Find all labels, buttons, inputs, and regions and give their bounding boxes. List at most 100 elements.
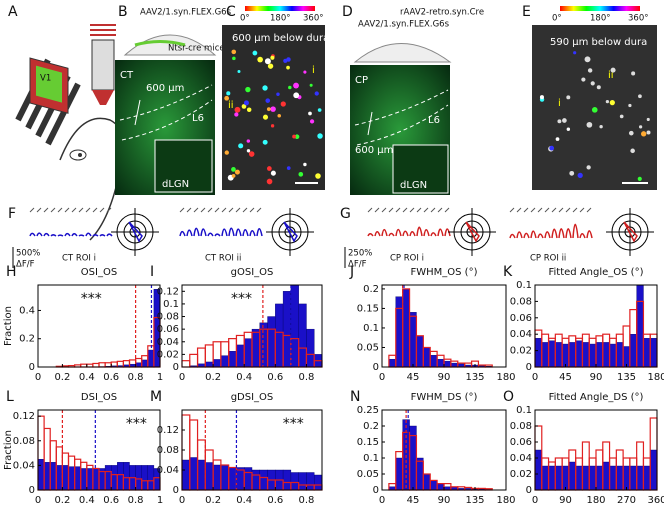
roi-trace-label: CP ROI ii <box>530 254 566 264</box>
x-tick-label: 0 <box>179 372 185 383</box>
y-axis-label: Fraction <box>3 306 14 346</box>
bar <box>290 284 299 368</box>
y-tick-label: 0.1 <box>363 453 379 464</box>
bar <box>86 468 94 491</box>
roi-label: ii <box>608 70 614 81</box>
bar <box>290 472 299 491</box>
y-tick-label: 0.02 <box>157 349 179 360</box>
x-tick-label: 270 <box>617 495 636 506</box>
bar <box>561 343 570 368</box>
bar <box>306 328 315 368</box>
bar <box>251 328 260 368</box>
bar <box>259 469 268 491</box>
colorbar <box>560 6 640 11</box>
stimulus-icon <box>416 207 422 213</box>
stimulus-icon <box>57 207 63 213</box>
cell <box>232 56 236 61</box>
cell <box>266 178 273 185</box>
bar <box>228 467 237 491</box>
bar <box>244 467 253 491</box>
bar <box>236 344 245 368</box>
panel-letter: G <box>340 206 351 222</box>
bar <box>650 449 658 491</box>
roi-trace-label: CP ROI i <box>390 254 424 264</box>
stimulus-icon <box>256 207 262 213</box>
cell <box>599 125 603 129</box>
y-tick-label: 0.2 <box>19 334 35 345</box>
bar <box>575 340 583 368</box>
cell <box>237 70 241 74</box>
scale-label: 250% <box>348 249 372 259</box>
y-axis-label: Fraction <box>3 430 14 470</box>
y-tick-label: 0.2 <box>363 284 379 295</box>
x-tick-label: 360 <box>647 495 664 506</box>
stimulus-icon <box>586 207 592 213</box>
y-tick-label: 0.08 <box>13 436 35 447</box>
cell <box>309 119 315 124</box>
stimulus-icon <box>516 207 522 213</box>
stimulus-icon <box>29 207 35 213</box>
polar-tuning <box>623 221 638 243</box>
x-tick-label: 45 <box>407 495 420 506</box>
y-tick-label: 0 <box>173 485 179 496</box>
x-tick-label: 0.6 <box>103 372 119 383</box>
depth-label: 600 µm <box>146 83 184 94</box>
y-tick-label: 0.12 <box>157 425 179 436</box>
bar <box>643 465 651 491</box>
cell <box>226 91 231 96</box>
colorbar-label: 180° <box>590 14 610 24</box>
polar-tuning <box>465 221 480 243</box>
panel-letter: K <box>503 264 513 280</box>
y-tick-label: 0.08 <box>157 445 179 456</box>
stimulus-icon <box>249 207 255 213</box>
bar <box>548 340 556 368</box>
depth-label: 600 µm <box>355 145 393 156</box>
plot-frame <box>37 409 161 491</box>
bar <box>147 349 155 368</box>
mouse-line: Ntsr-cre mice <box>168 44 225 54</box>
bar <box>197 459 206 491</box>
cell <box>224 95 230 101</box>
bar <box>650 338 658 368</box>
y-tick-label: 0.02 <box>510 346 532 357</box>
bar <box>589 465 597 491</box>
scale-unit: ΔF/F <box>348 260 367 270</box>
stimulus-icon <box>36 207 42 213</box>
virus-label: rAAV2-retro.syn.Cre <box>400 8 484 18</box>
depth-line <box>134 99 141 126</box>
stimulus-icon <box>78 207 84 213</box>
bar <box>575 465 583 491</box>
bar <box>595 465 603 491</box>
stimulus-icon <box>179 207 185 213</box>
bar <box>56 465 63 491</box>
stimulus-icon <box>64 207 70 213</box>
bar <box>582 342 590 368</box>
chart-title: Fitted Angle_OS (°) <box>549 267 644 278</box>
cell <box>270 124 275 128</box>
cell <box>234 106 241 113</box>
cell <box>566 127 571 131</box>
cell <box>234 112 239 117</box>
y-tick-label: 0.25 <box>357 405 379 416</box>
area-label: V1 <box>40 74 51 84</box>
panel-letter: D <box>342 4 353 20</box>
x-tick-label: 135 <box>465 372 484 383</box>
cell <box>266 107 271 112</box>
cell <box>566 95 571 100</box>
x-tick-label: 1 <box>157 495 163 506</box>
bar <box>416 335 424 368</box>
stimulus-icon <box>423 207 429 213</box>
bar <box>430 355 438 368</box>
cell <box>591 107 598 113</box>
brain-schematic <box>123 34 217 56</box>
y-tick-label: 0.04 <box>13 460 35 471</box>
cell <box>283 58 288 63</box>
cell <box>605 100 610 104</box>
y-tick-label: 0.04 <box>157 337 179 348</box>
bar <box>135 465 142 491</box>
x-tick-label: 180 <box>496 495 515 506</box>
x-tick-label: 0 <box>179 495 185 506</box>
bar <box>306 472 315 491</box>
y-tick-label: 0 <box>526 362 532 373</box>
stimulus-icon <box>235 207 241 213</box>
